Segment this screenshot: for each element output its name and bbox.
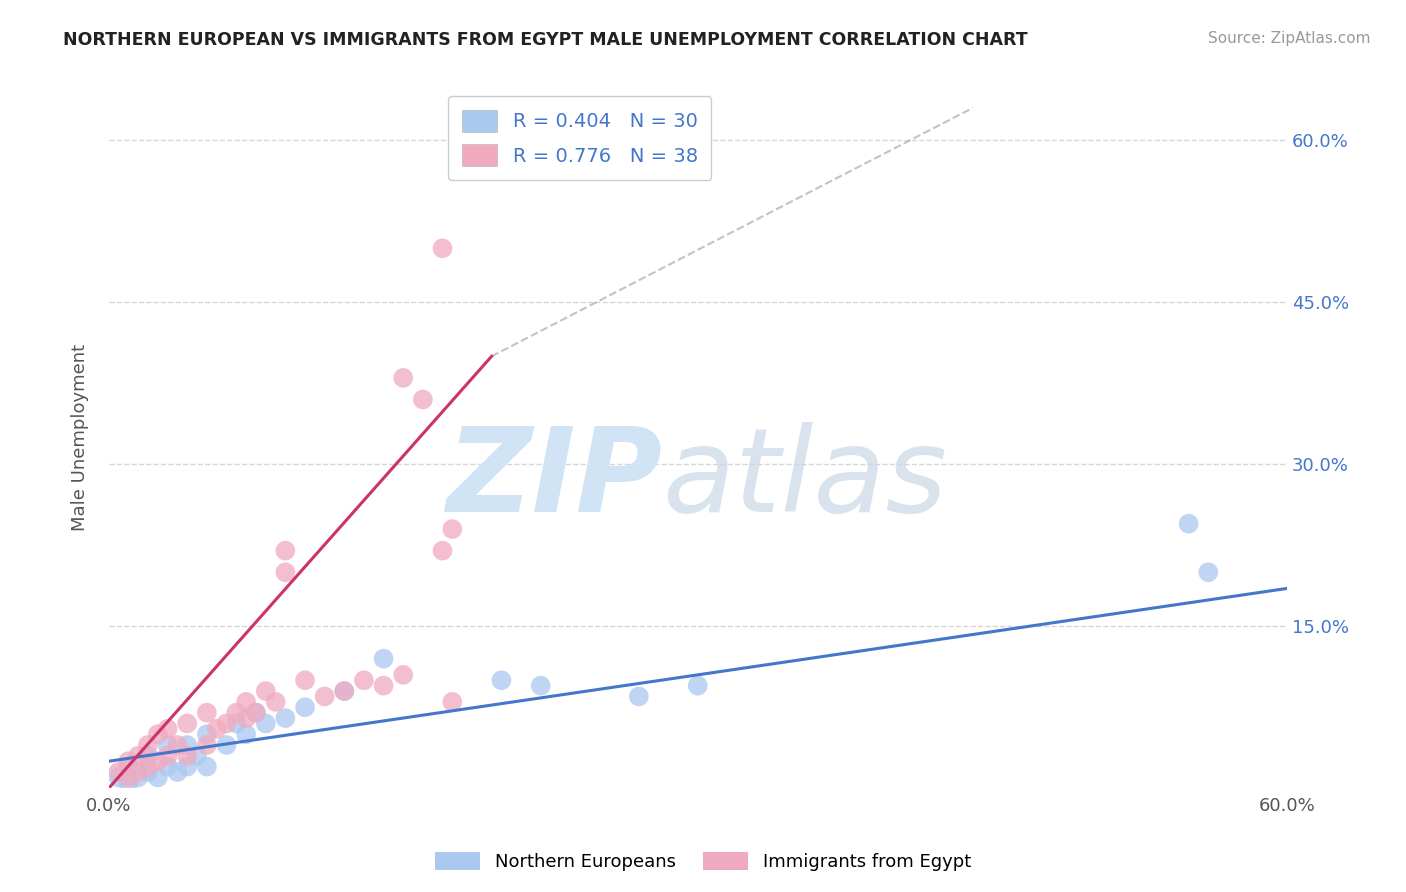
Point [225, 716, 247, 731]
Point [412, 392, 434, 407]
Point [392, 371, 415, 385]
Point [136, 765, 159, 780]
Point [195, 706, 218, 720]
Legend: R = 0.404   N = 30, R = 0.776   N = 38: R = 0.404 N = 30, R = 0.776 N = 38 [449, 96, 711, 180]
Point [627, 690, 650, 704]
Point [156, 759, 179, 773]
Point [294, 673, 316, 688]
Point [117, 754, 139, 768]
Point [166, 738, 188, 752]
Point [136, 759, 159, 773]
Point [176, 759, 198, 773]
Point [333, 684, 356, 698]
Point [156, 748, 179, 763]
Point [353, 673, 375, 688]
Point [491, 673, 513, 688]
Point [274, 566, 297, 580]
Point [1177, 516, 1199, 531]
Point [176, 716, 198, 731]
Point [127, 748, 149, 763]
Point [176, 738, 198, 752]
Point [186, 748, 208, 763]
Point [235, 727, 257, 741]
Point [314, 690, 336, 704]
Point [117, 776, 139, 790]
Point [294, 700, 316, 714]
Point [274, 711, 297, 725]
Point [195, 738, 218, 752]
Y-axis label: Male Unemployment: Male Unemployment [72, 343, 89, 531]
Point [107, 765, 129, 780]
Point [195, 727, 218, 741]
Point [392, 668, 415, 682]
Point [441, 695, 464, 709]
Point [432, 543, 454, 558]
Point [146, 754, 169, 768]
Point [215, 738, 238, 752]
Point [166, 765, 188, 780]
Point [146, 727, 169, 741]
Text: ZIP: ZIP [447, 422, 662, 537]
Point [254, 716, 277, 731]
Point [117, 759, 139, 773]
Point [686, 679, 709, 693]
Point [254, 684, 277, 698]
Point [432, 241, 454, 255]
Text: atlas: atlas [662, 423, 948, 536]
Point [117, 771, 139, 785]
Point [127, 771, 149, 785]
Point [136, 738, 159, 752]
Point [146, 771, 169, 785]
Point [107, 771, 129, 785]
Point [215, 716, 238, 731]
Point [441, 522, 464, 536]
Point [245, 706, 267, 720]
Point [373, 679, 395, 693]
Point [136, 748, 159, 763]
Point [373, 651, 395, 665]
Point [225, 706, 247, 720]
Point [245, 706, 267, 720]
Point [156, 738, 179, 752]
Point [530, 679, 553, 693]
Point [156, 722, 179, 736]
Point [333, 684, 356, 698]
Point [205, 722, 228, 736]
Point [1197, 566, 1219, 580]
Legend: Northern Europeans, Immigrants from Egypt: Northern Europeans, Immigrants from Egyp… [427, 845, 979, 879]
Point [195, 759, 218, 773]
Point [235, 711, 257, 725]
Point [127, 765, 149, 780]
Text: NORTHERN EUROPEAN VS IMMIGRANTS FROM EGYPT MALE UNEMPLOYMENT CORRELATION CHART: NORTHERN EUROPEAN VS IMMIGRANTS FROM EGY… [63, 31, 1028, 49]
Text: Source: ZipAtlas.com: Source: ZipAtlas.com [1208, 31, 1371, 46]
Point [274, 543, 297, 558]
Point [176, 748, 198, 763]
Point [235, 695, 257, 709]
Point [264, 695, 287, 709]
